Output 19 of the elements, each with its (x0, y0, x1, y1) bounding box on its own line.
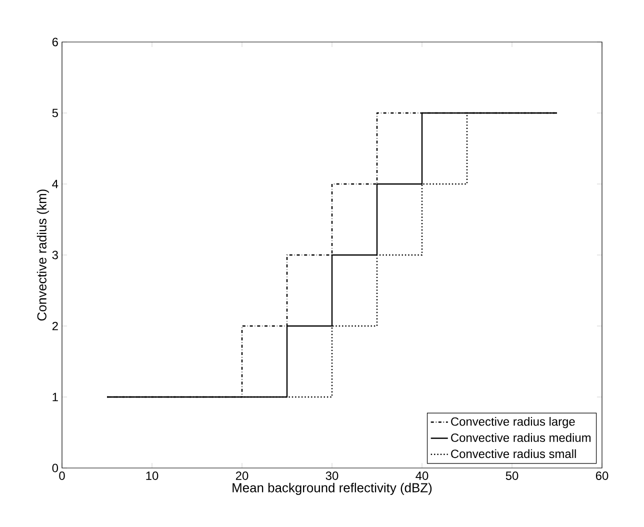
y-tick-label: 0 (52, 464, 58, 472)
x-tick-label: 40 (416, 472, 428, 480)
x-tick-label: 50 (506, 472, 518, 480)
legend-label: Convective radius large (451, 417, 575, 428)
y-axis-title: Convective radius (km) (36, 190, 49, 321)
y-tick-label: 4 (52, 180, 58, 188)
legend-label: Convective radius medium (451, 433, 591, 442)
x-tick-label: 0 (59, 472, 65, 480)
x-tick-label: 20 (236, 472, 248, 480)
x-tick-label: 30 (326, 472, 338, 480)
x-tick-label: 60 (596, 472, 608, 480)
y-tick-label: 6 (52, 38, 58, 46)
y-tick-label: 3 (52, 250, 58, 260)
y-tick-label: 2 (52, 322, 58, 330)
y-tick-label: 1 (52, 392, 58, 402)
legend-label: Convective radius small (451, 449, 576, 458)
x-tick-label: 10 (146, 472, 158, 480)
x-axis-title: Mean background reflectivity (dBZ) (232, 482, 432, 495)
y-tick-label: 5 (52, 108, 58, 118)
